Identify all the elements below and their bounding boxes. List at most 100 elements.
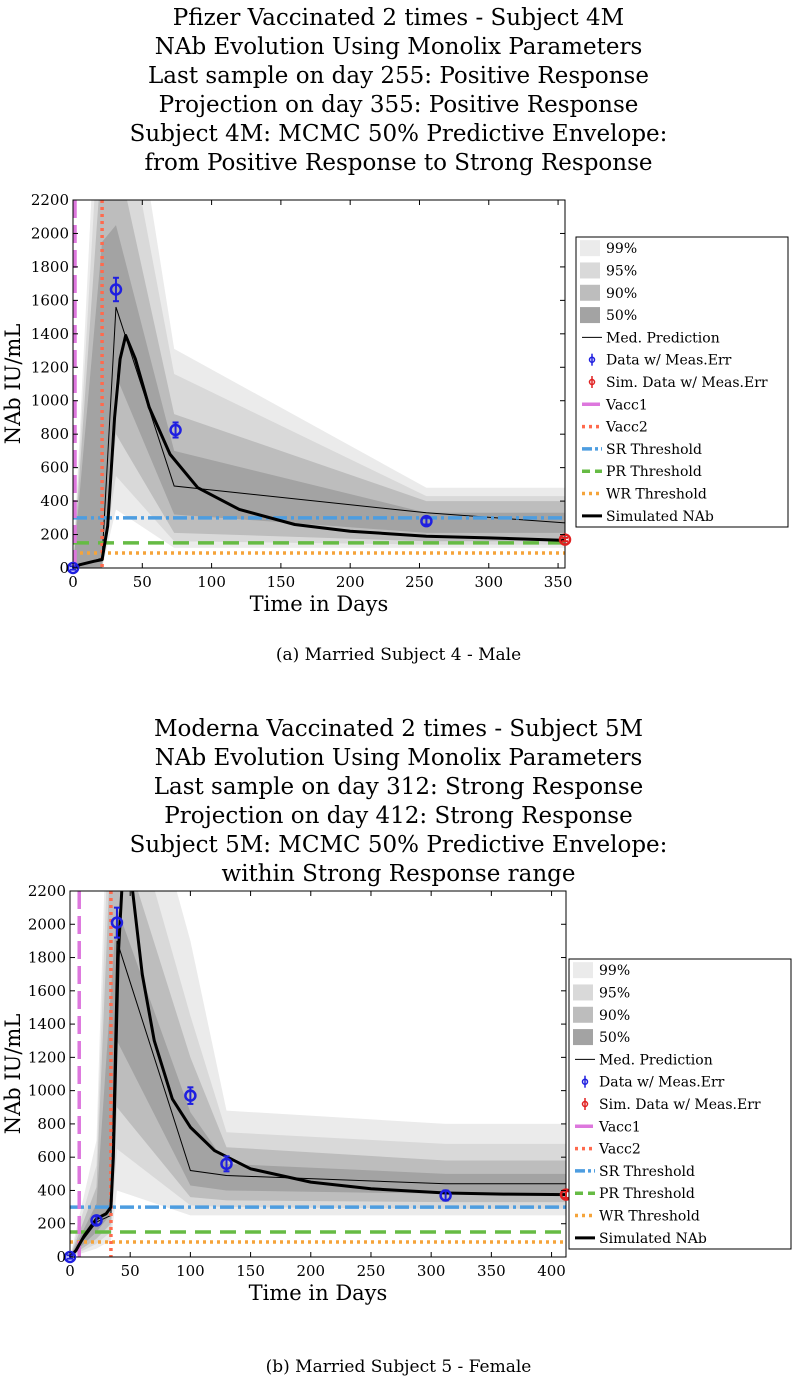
title-line: within Strong Response range [221, 861, 576, 887]
y-tick-label: 1200 [28, 1048, 66, 1066]
y-tick-label: 2000 [28, 915, 66, 933]
y-tick-label: 1800 [28, 949, 66, 967]
legend-box [575, 236, 789, 528]
nab-plot-a: 0 50 100 150 200 250 300 350 0 200 400 600 800 1000 12… [1, 191, 789, 616]
chart-panel-a: Pfizer Vaccinated 2 times - Subject 4M N… [0, 0, 797, 690]
legend-label: Simulated NAb [606, 509, 714, 525]
caption-b: (b) Married Subject 5 - Female [265, 1357, 532, 1377]
legend-item-wr: WR Threshold [582, 487, 707, 503]
legend-item-med: Med. Prediction [575, 1052, 713, 1068]
data-point [110, 906, 124, 939]
y-tick-label: 200 [37, 1215, 66, 1233]
legend: 99% 95% 90% 50% Med. Prediction Data w/ Meas.… [568, 958, 792, 1250]
axes-frame [72, 199, 566, 569]
title-line: Moderna Vaccinated 2 times - Subject 5M [153, 716, 644, 742]
y-tick-label: 1400 [31, 325, 69, 343]
data-point [169, 421, 182, 439]
legend-label: SR Threshold [599, 1164, 695, 1180]
legend-label: Sim. Data w/ Meas.Err [606, 375, 768, 391]
sim-data-point [558, 533, 572, 546]
chart-panel-b: Moderna Vaccinated 2 times - Subject 5M … [0, 700, 797, 1388]
y-tick-label: 200 [40, 526, 69, 544]
x-tick-label: 150 [267, 573, 296, 591]
legend-item-p50: 50% [573, 1029, 630, 1046]
title-line: Subject 4M: MCMC 50% Predictive Envelope… [129, 121, 668, 147]
legend-item-pr: PR Threshold [582, 464, 702, 480]
simulated-nab-line [73, 333, 565, 568]
x-axis-label: Time in Days [250, 592, 389, 616]
legend-label: 99% [606, 241, 637, 257]
title-line: from Positive Response to Strong Respons… [144, 150, 653, 176]
legend-item-p99: 99% [580, 240, 637, 257]
title-line: NAb Evolution Using Monolix Parameters [154, 745, 643, 771]
legend-box [568, 958, 792, 1250]
legend-label: 50% [599, 1030, 630, 1046]
legend-label: WR Threshold [599, 1209, 700, 1225]
x-tick-label: 0 [65, 1262, 75, 1280]
x-tick-label: 400 [537, 1262, 566, 1280]
legend-label: Vacc1 [598, 1119, 641, 1135]
x-tick-label: 100 [176, 1262, 205, 1280]
legend-item-p90: 90% [580, 284, 637, 302]
y-tick-label: 1400 [28, 1015, 66, 1033]
y-tick-label: 1000 [28, 1082, 66, 1100]
legend-item-med: Med. Prediction [582, 330, 720, 346]
chart-title-b: Moderna Vaccinated 2 times - Subject 5M … [0, 715, 797, 889]
legend-item-simnab: Simulated NAb [575, 1231, 707, 1247]
legend-label: PR Threshold [599, 1186, 695, 1202]
legend-item-vacc1: Vacc1 [575, 1119, 641, 1135]
legend-item-sr: SR Threshold [575, 1164, 695, 1180]
y-tick-label: 800 [37, 1115, 66, 1133]
legend-label: PR Threshold [606, 464, 702, 480]
y-tick-label: 2000 [31, 224, 69, 242]
x-tick-label: 350 [477, 1262, 506, 1280]
title-line: NAb Evolution Using Monolix Parameters [154, 34, 643, 60]
x-tick-label: 250 [405, 573, 434, 591]
y-tick-label: 400 [37, 1181, 66, 1199]
y-tick-label: 600 [37, 1148, 66, 1166]
legend-label: SR Threshold [606, 442, 702, 458]
legend-label: 90% [599, 1008, 630, 1024]
legend-item-p95: 95% [580, 262, 637, 279]
data-point [420, 514, 433, 528]
legend-item-p90: 90% [573, 1006, 630, 1024]
title-line: Last sample on day 312: Strong Response [153, 774, 644, 800]
legend-label: 90% [606, 286, 637, 302]
x-tick-label: 200 [336, 573, 365, 591]
legend-item-p50: 50% [580, 307, 637, 324]
x-tick-label: 50 [133, 573, 152, 591]
legend-label: 99% [599, 963, 630, 979]
plot-content [73, 200, 565, 568]
x-tick-label: 300 [417, 1262, 446, 1280]
legend-label: Vacc2 [598, 1142, 641, 1158]
legend-item-p99: 99% [573, 962, 630, 979]
title-line: Last sample on day 255: Positive Respons… [148, 63, 649, 89]
y-tick-label: 0 [56, 1248, 66, 1266]
legend-label: 95% [606, 263, 637, 279]
legend-item-sr: SR Threshold [582, 442, 702, 458]
legend-item-pr: PR Threshold [575, 1186, 695, 1202]
legend-label: WR Threshold [606, 487, 707, 503]
y-tick-label: 600 [40, 459, 69, 477]
y-tick-label: 2200 [31, 191, 69, 209]
caption-a: (a) Married Subject 4 - Male [275, 645, 522, 665]
title-line: Subject 5M: MCMC 50% Predictive Envelope… [129, 832, 668, 858]
legend-label: Data w/ Meas.Err [606, 353, 732, 369]
y-tick-label: 2200 [28, 882, 66, 900]
nab-plot-b: 0 50 100 150 200 250 300 350 400 0 200 400 600 800 100… [1, 882, 792, 1305]
envelope-band-p50 [73, 225, 565, 568]
legend-item-vacc2: Vacc2 [575, 1142, 641, 1158]
legend-label: 95% [599, 985, 630, 1001]
y-tick-label: 1600 [31, 291, 69, 309]
legend-label: 50% [606, 308, 637, 324]
x-tick-label: 0 [68, 573, 78, 591]
envelope-band-p50 [70, 907, 566, 1257]
x-tick-label: 350 [544, 573, 573, 591]
x-tick-label: 100 [197, 573, 226, 591]
legend: 99% 95% 90% 50% Med. Prediction Data w/ Meas.… [575, 236, 789, 528]
legend-item-vacc2: Vacc2 [582, 420, 648, 436]
y-axis-label: NAb IU/mL [1, 1014, 25, 1135]
x-axis-label: Time in Days [249, 1281, 388, 1305]
legend-item-data: Data w/ Meas.Err [581, 1075, 725, 1091]
y-tick-label: 1200 [31, 358, 69, 376]
